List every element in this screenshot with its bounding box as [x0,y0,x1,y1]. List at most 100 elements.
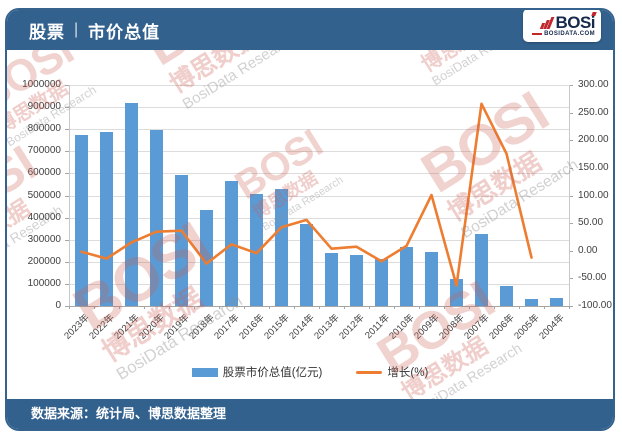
x-axis-category-label: 2020年 [137,312,167,342]
right-axis-tick-label: 150.00 [578,161,609,173]
left-axis-tick [65,151,69,153]
x-axis-tick [119,306,120,309]
legend-label: 增长(%) [387,367,429,379]
logo-red-dot-icon [591,12,597,16]
right-axis-tick-label: 0.00 [578,244,598,256]
x-axis-tick [194,306,195,309]
gridline [69,151,569,153]
left-axis-tick-label: 0 [55,300,61,311]
x-axis-tick [394,306,395,309]
x-axis-tick [269,306,270,309]
bar [250,193,263,306]
left-axis-tick [65,107,69,109]
bar [100,131,113,306]
x-axis-category-label: 2007年 [462,312,492,342]
right-axis-tick-label: 50.00 [578,217,604,229]
gridline [69,85,569,86]
bar [525,298,538,306]
right-axis-tick [569,112,573,114]
x-axis-category-label: 2004年 [537,312,567,342]
x-axis-tick [69,306,70,309]
gridline [69,261,569,263]
left-axis-tick [65,217,69,219]
x-axis-tick [344,306,345,309]
right-axis-tick [569,306,573,307]
legend-swatch-line [356,370,383,374]
left-axis-tick-label: 900000 [27,101,61,113]
x-axis-tick [469,306,470,309]
left-axis-tick [65,306,69,307]
x-axis-category-label: 2019年 [162,312,192,342]
x-axis-tick [144,306,145,309]
left-axis-tick [65,173,69,175]
x-axis-tick [294,306,295,309]
x-axis-category-label: 2008年 [437,312,467,342]
bar [325,253,338,306]
gridline [69,107,569,109]
growth-line-series [80,102,533,287]
bosi-logo[interactable]: BOSi BOSIDATA.COM [523,10,601,42]
x-axis-category-label: 2017年 [212,312,242,342]
right-axis-tick-label: 300.00 [578,79,609,90]
right-axis-tick-label: 100.00 [578,189,609,201]
header-section: 股票 [29,22,65,42]
logo-stripes-icon [540,16,555,29]
x-axis-tick [169,306,170,309]
right-axis-tick [569,278,573,280]
left-axis-tick-label: 600000 [27,167,61,179]
left-axis-tick-label: 500000 [27,189,61,201]
bar [500,286,513,306]
footer-bar: 数据来源：统计局、博思数据整理 [7,399,613,429]
right-axis-line [569,85,570,306]
x-axis-category-label: 2005年 [512,312,542,342]
chart-legend: 股票市价总值(亿元) 增长(%) [7,364,613,380]
x-axis-category-label: 2015年 [262,312,292,342]
x-axis-category-label: 2010年 [387,312,417,342]
right-axis-tick [569,85,573,86]
gridline [69,129,569,131]
left-axis-tick-label: 100000 [27,277,61,289]
left-axis-tick-label: 300000 [27,233,61,245]
right-axis-tick [569,195,573,197]
combo-chart: 1000000 900000 800000 700000 600000 500000 400… [7,50,613,399]
left-axis-tick [65,283,69,285]
right-axis-tick-label: -100.00 [578,300,612,311]
bar [400,247,413,306]
bar [75,134,88,306]
bar [125,103,138,306]
bar [175,174,188,306]
x-axis-tick [544,306,545,309]
x-axis-tick [519,306,520,309]
header-bar: 股票 | 市价总值 BOSi BOSIDATA.COM [7,10,613,50]
left-axis-tick-label: 800000 [27,123,61,135]
gridline [69,195,569,197]
x-axis-tick [419,306,420,309]
x-axis-tick [219,306,220,309]
x-axis-tick [94,306,95,309]
x-axis-tick [319,306,320,309]
right-axis-tick [569,140,573,142]
legend-label: 股票市价总值(亿元) [222,367,323,379]
bar [425,252,438,306]
left-axis-tick [65,129,69,131]
left-axis-tick [65,261,69,263]
bar [475,233,488,306]
bar [275,188,288,306]
x-axis-category-label: 2012年 [337,312,367,342]
gridline [69,173,569,175]
x-axis-category-label: 2006年 [487,312,517,342]
logo-brand-text: BOSi [555,12,597,32]
x-axis-category-label: 2023年 [62,312,92,342]
legend-item: 增长(%) [356,364,428,380]
bar [375,258,388,306]
gridline [69,239,569,241]
right-axis-tick [569,223,573,225]
right-axis-tick-label: -50.00 [578,272,607,284]
gridline [69,217,569,219]
x-axis-category-label: 2016年 [237,312,267,342]
x-axis-tick [244,306,245,309]
bar [550,297,563,306]
logo-site-text: BOSIDATA.COM [532,31,595,37]
left-axis-tick [65,85,69,86]
